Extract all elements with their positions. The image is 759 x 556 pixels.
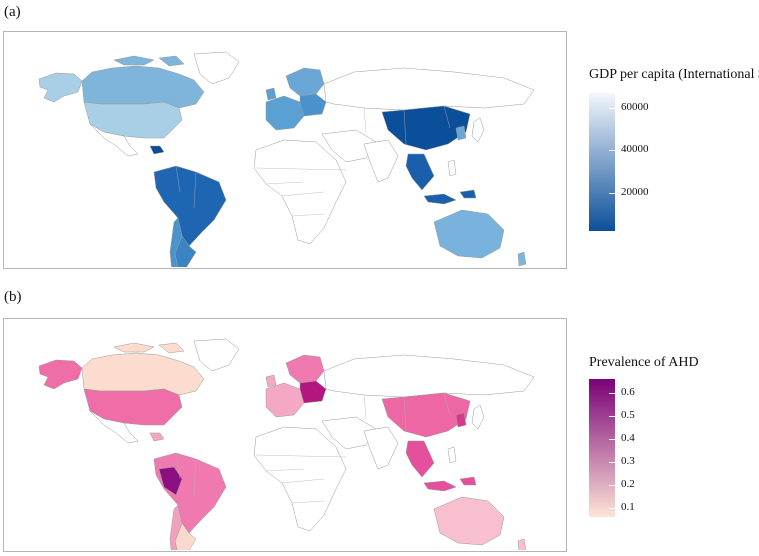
legend-tick-mark (609, 107, 615, 109)
country-india (363, 426, 399, 470)
border-lines-2 (175, 452, 197, 496)
country-africa (253, 139, 347, 245)
legend-colorbar-b (589, 379, 615, 517)
country-cuba (149, 432, 165, 442)
border-lines-0 (255, 167, 347, 217)
border-lines-0 (255, 454, 347, 504)
legend-tick-label: 0.2 (621, 477, 635, 490)
country-china (381, 392, 471, 438)
country-europe-central (299, 93, 327, 117)
country-mexico (89, 410, 139, 444)
legend-tick-label: 0.3 (621, 454, 635, 467)
panel-a-label: (a) (4, 4, 21, 20)
country-se-asia (405, 440, 435, 478)
border-lines-1 (363, 392, 451, 432)
legend-tick-label: 20000 (621, 185, 649, 198)
legend-tick-mark (609, 192, 615, 194)
country-japan (471, 404, 485, 430)
country-canada (81, 65, 205, 109)
country-japan (471, 117, 485, 143)
legend-tick-mark (609, 392, 615, 394)
country-europe-north (285, 67, 325, 97)
legend-tick-label: 40000 (621, 143, 649, 156)
legend-tick-label: 0.5 (621, 408, 635, 421)
map-frame-a (3, 31, 567, 269)
country-canada (81, 352, 205, 396)
country-australia (433, 496, 505, 546)
country-alaska (38, 359, 83, 390)
country-middle-east (321, 416, 377, 450)
country-chile (169, 504, 183, 550)
country-new-zealand (517, 251, 527, 267)
country-europe-north (285, 354, 325, 384)
legend-colorbar-a (589, 93, 615, 231)
country-cuba (149, 145, 165, 155)
country-indonesia (423, 476, 477, 492)
country-arctic-islands (113, 55, 185, 67)
country-europe-central (299, 380, 327, 404)
country-greenland (193, 51, 240, 85)
panel-b-label: (b) (4, 289, 22, 305)
legend-tick-mark (609, 438, 615, 440)
legend-title-b: Prevalence of AHD (589, 355, 699, 370)
country-middle-east (321, 129, 377, 163)
legend-tick-label: 0.1 (621, 500, 635, 513)
country-europe-west (265, 95, 305, 131)
legend-tick-mark (609, 507, 615, 509)
country-uk (265, 374, 277, 388)
world-map-a (38, 51, 535, 267)
country-new-zealand (517, 538, 527, 550)
country-philippines (447, 446, 457, 464)
country-china (381, 105, 471, 151)
country-korea (455, 125, 467, 141)
country-india (363, 139, 399, 183)
country-uk (265, 87, 277, 101)
country-australia (433, 209, 505, 259)
country-indonesia (423, 189, 477, 205)
country-se-asia (405, 153, 435, 191)
world-map-b (38, 338, 535, 550)
country-south-america (153, 165, 227, 247)
legend-tick-mark (609, 150, 615, 152)
legend-tick-mark (609, 484, 615, 486)
country-africa (253, 426, 347, 532)
legend-tick-label: 0.6 (621, 385, 635, 398)
country-south-america (153, 452, 227, 534)
country-russia (323, 354, 535, 398)
country-korea (455, 412, 467, 428)
legend-title-a: GDP per capita (International $) (589, 67, 759, 82)
country-arctic-islands (113, 342, 185, 354)
legend-tick-label: 60000 (621, 100, 649, 113)
country-chile (169, 217, 183, 267)
legend-tick-mark (609, 415, 615, 417)
country-peru (158, 466, 183, 496)
legend-tick-mark (609, 461, 615, 463)
country-russia (323, 67, 535, 111)
border-lines-1 (363, 105, 451, 145)
country-mexico (89, 123, 139, 157)
map-frame-b (3, 318, 567, 552)
legend-tick-label: 0.4 (621, 431, 635, 444)
country-alaska (38, 72, 83, 103)
border-lines-2 (175, 165, 197, 209)
country-europe-west (265, 382, 305, 418)
country-greenland (193, 338, 240, 372)
country-philippines (447, 159, 457, 177)
